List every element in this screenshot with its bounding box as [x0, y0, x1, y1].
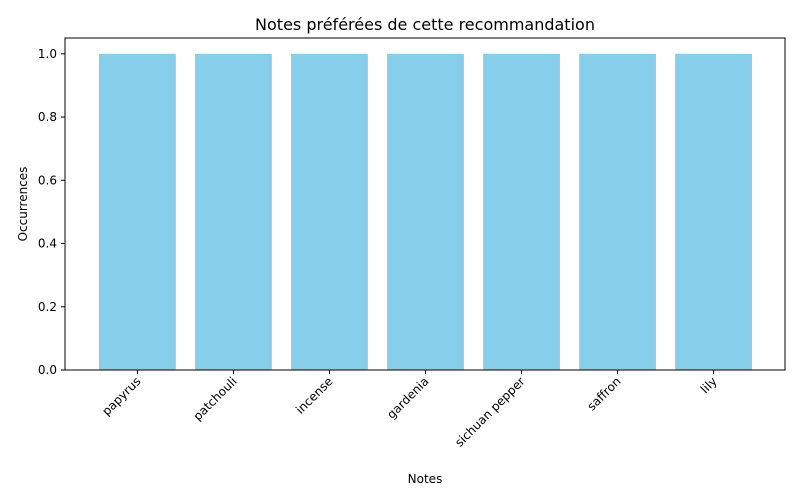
x-axis-label: Notes — [408, 472, 443, 486]
y-tick-label: 0.6 — [38, 173, 57, 187]
bar-incense — [291, 53, 368, 371]
x-tick-label: papyrus — [99, 374, 143, 418]
bar-saffron — [579, 53, 656, 371]
x-tick-label: incense — [293, 374, 336, 417]
y-tick-label: 0.2 — [38, 300, 57, 314]
bar-papyrus — [99, 53, 176, 371]
chart-title: Notes préférées de cette recommandation — [255, 15, 595, 34]
bar-patchouli — [195, 53, 272, 371]
y-tick-label: 1.0 — [38, 47, 57, 61]
bar-gardenia — [387, 53, 464, 371]
x-tick-label: patchouli — [190, 374, 239, 423]
y-tick-label: 0.0 — [38, 363, 57, 377]
x-tick-label: lily — [698, 374, 720, 396]
bar-lily — [675, 53, 752, 371]
x-tick-label: saffron — [584, 374, 623, 413]
plot-frame — [64, 37, 786, 371]
x-axis-ticks: papyrus patchouli incense gardenia sichuan p… — [99, 370, 720, 450]
y-axis-ticks: 0.0 0.2 0.4 0.6 0.8 1.0 — [38, 47, 65, 377]
bar-sichuan-pepper — [483, 53, 560, 371]
y-axis-label: Occurrences — [16, 167, 30, 242]
x-tick-label: sichuan pepper — [452, 374, 528, 450]
y-tick-label: 0.8 — [38, 110, 57, 124]
bars-group — [99, 53, 752, 371]
x-tick-label: gardenia — [384, 374, 431, 421]
y-tick-label: 0.4 — [38, 237, 57, 251]
